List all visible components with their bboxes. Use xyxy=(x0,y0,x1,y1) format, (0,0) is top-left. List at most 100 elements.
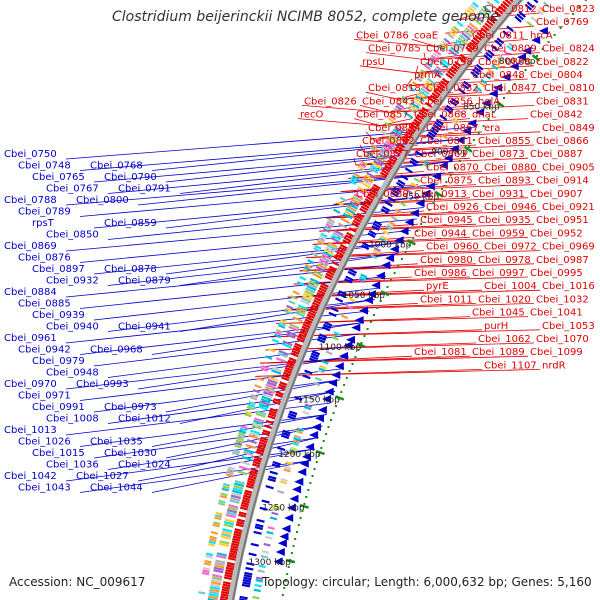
reverse-gene-arrow xyxy=(389,245,399,254)
leader-line-right xyxy=(353,118,381,126)
reverse-gene-arrow xyxy=(289,494,299,503)
feature-block xyxy=(301,296,312,304)
feature-block xyxy=(391,189,400,195)
feature-block xyxy=(245,566,254,571)
gene-label-left: Cbei_0942 xyxy=(18,345,71,356)
feature-block xyxy=(485,71,493,78)
guide-dot xyxy=(519,76,522,78)
feature-block xyxy=(360,273,368,279)
feature-block xyxy=(285,461,293,466)
feature-block xyxy=(324,225,332,231)
reverse-gene-arrow xyxy=(404,218,414,227)
feature-block xyxy=(318,333,328,339)
guide-dot xyxy=(284,580,287,582)
guide-dot xyxy=(345,377,348,379)
guide-dot xyxy=(296,531,298,533)
feature-block xyxy=(237,432,246,437)
guide-dot xyxy=(287,566,290,568)
feature-block xyxy=(261,395,272,402)
gene-label-right: pyrE xyxy=(426,281,449,292)
feature-block xyxy=(322,227,331,233)
reverse-gene-arrow xyxy=(279,532,289,541)
leader-line-left xyxy=(79,368,345,401)
feature-block xyxy=(259,506,268,511)
guide-dot xyxy=(468,146,471,148)
feature-block xyxy=(366,171,376,179)
feature-block xyxy=(342,212,353,220)
feature-block xyxy=(385,225,393,231)
gene-label-right: rpsU xyxy=(362,57,385,68)
leader-line-right xyxy=(265,342,535,351)
guide-dot xyxy=(477,132,480,134)
kbp-tick-label: 850 kbp xyxy=(463,103,500,113)
feature-block xyxy=(319,235,327,241)
gene-label-right: Cbei_0848 xyxy=(472,70,525,81)
feature-block xyxy=(363,176,373,184)
guide-dot xyxy=(572,13,575,15)
guide-dot xyxy=(454,167,457,169)
feature-block xyxy=(222,485,230,490)
feature-block xyxy=(261,499,270,504)
feature-block xyxy=(233,484,244,490)
reverse-gene-arrow xyxy=(409,209,419,218)
feature-block xyxy=(415,150,424,157)
feature-block xyxy=(379,150,389,158)
guide-dot xyxy=(286,573,289,575)
feature-block xyxy=(408,85,416,92)
guide-dot xyxy=(373,314,375,316)
guide-dot xyxy=(386,286,389,288)
feature-block xyxy=(370,254,378,260)
feature-block xyxy=(202,567,211,571)
guide-dot xyxy=(354,356,357,358)
feature-block xyxy=(309,355,319,361)
guide-dot xyxy=(541,48,544,50)
feature-block xyxy=(327,218,336,224)
guide-dot xyxy=(299,517,302,519)
feature-block xyxy=(466,8,473,16)
feature-block xyxy=(498,54,506,61)
feature-block xyxy=(217,502,226,506)
feature-block xyxy=(238,465,250,471)
feature-block xyxy=(439,42,447,49)
guide-dot xyxy=(337,398,340,400)
guide-dot xyxy=(327,426,330,428)
feature-block xyxy=(319,364,327,370)
feature-block xyxy=(433,68,444,76)
feature-block xyxy=(349,179,357,186)
feature-block xyxy=(208,595,219,600)
feature-block xyxy=(366,150,374,157)
reverse-gene-arrow xyxy=(334,362,344,371)
guide-dot xyxy=(369,321,372,323)
backbone-ring xyxy=(227,0,524,600)
feature-block xyxy=(220,535,231,540)
feature-block xyxy=(493,0,500,5)
leader-line-left xyxy=(107,253,399,286)
reverse-gene-arrow xyxy=(381,261,391,270)
gene-label-right: Cbei_1016 xyxy=(542,281,595,292)
feature-block xyxy=(250,396,258,401)
reverse-gene-arrow xyxy=(286,503,296,512)
guide-dot xyxy=(513,83,516,85)
gene-label-left: Cbei_0970 xyxy=(4,379,57,390)
guide-dot xyxy=(559,27,562,29)
feature-block xyxy=(368,166,379,174)
gene-label-right: Cbei_0931 xyxy=(472,189,525,200)
gene-label-right: Cbei_0785 xyxy=(368,44,421,55)
feature-block xyxy=(468,6,475,13)
feature-block xyxy=(223,520,235,526)
feature-block xyxy=(444,107,453,114)
gene-label-right: Cbei_1070 xyxy=(536,334,589,345)
leader-line-left xyxy=(165,195,431,229)
feature-block xyxy=(445,104,454,112)
gene-label-right: Cbei_1020 xyxy=(478,294,531,305)
feature-block xyxy=(357,186,368,194)
feature-block xyxy=(472,68,480,76)
gene-label-right: Cbei_0812 xyxy=(484,4,537,15)
feature-block xyxy=(254,583,262,588)
feature-block xyxy=(292,316,303,323)
leader-line-right xyxy=(353,39,436,47)
reverse-gene-arrow xyxy=(493,83,503,92)
feature-block xyxy=(234,444,242,449)
feature-block xyxy=(256,518,265,523)
leader-line-right xyxy=(359,105,389,113)
